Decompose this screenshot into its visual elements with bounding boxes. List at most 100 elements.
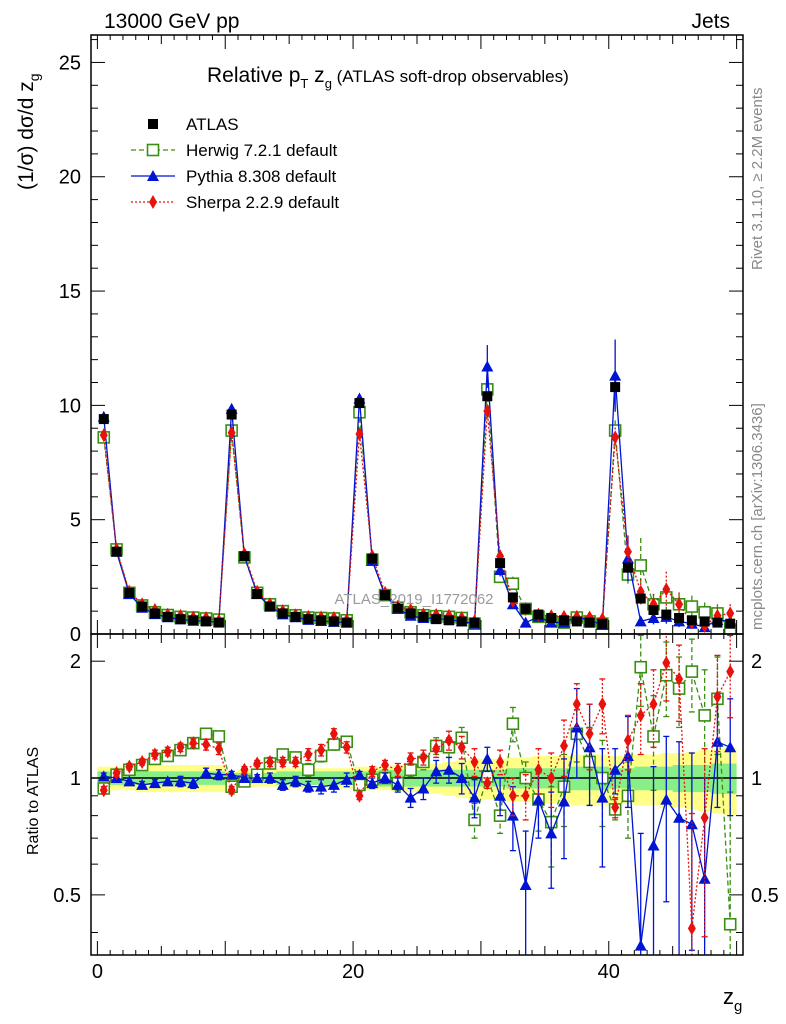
sherpa-ratio-point	[393, 762, 402, 777]
data-main-point	[546, 612, 557, 623]
plot-title-sub: T	[300, 76, 308, 91]
sherpa-ratio-point	[329, 726, 338, 741]
legend-marker-pythia	[147, 170, 159, 181]
data-main-point	[559, 615, 570, 626]
sherpa-ratio-point	[253, 756, 262, 771]
sherpa-ratio-point	[227, 783, 236, 798]
ratio-uncertainty-bands	[91, 747, 743, 816]
sherpa-ratio-point	[368, 764, 377, 779]
sherpa-main-point	[675, 597, 684, 612]
header-category: Jets	[691, 10, 730, 33]
pythia-ratio-point	[583, 741, 596, 753]
sherpa-ratio-point	[138, 754, 147, 769]
sherpa-ratio-point	[317, 743, 326, 758]
pythia-ratio-point	[187, 777, 200, 789]
pythia-ratio-point	[161, 775, 174, 787]
data-main-point	[533, 609, 544, 620]
x-axis-title-main: z	[723, 984, 734, 1009]
pythia-ratio-point	[558, 795, 571, 807]
y-tick-label: 20	[59, 167, 81, 189]
ratio-tick-label-right: 1	[751, 768, 762, 790]
sherpa-ratio-point	[457, 740, 466, 755]
pythia-ratio-point	[532, 793, 545, 805]
data-main-point	[188, 615, 199, 626]
data-main-point	[699, 616, 710, 627]
ratio-tick-label-right: 2	[751, 651, 762, 673]
pythia-main-point	[494, 563, 507, 575]
legend-marker-sherpa	[149, 195, 157, 209]
pythia-ratio-point	[148, 777, 161, 789]
pythia-main-point	[481, 360, 494, 372]
data-main-point	[380, 590, 391, 601]
data-main-point	[661, 609, 672, 620]
sherpa-ratio-point	[381, 758, 390, 773]
pythia-ratio-point	[327, 778, 340, 790]
sherpa-ratio-point	[125, 759, 134, 774]
data-main-point	[405, 608, 416, 619]
pythia-ratio-point	[391, 778, 404, 790]
data-main-point	[111, 546, 122, 557]
plot-title-mid: z	[308, 64, 324, 87]
data-main-point	[367, 553, 378, 564]
pythia-ratio-point	[647, 839, 660, 851]
data-main-point	[201, 616, 212, 627]
data-main-point	[443, 615, 454, 626]
pythia-ratio-point	[481, 752, 494, 764]
plot-title-main: Relative p	[207, 64, 300, 87]
pythia-main-point	[519, 616, 532, 628]
herwig-ratio-point	[647, 730, 660, 743]
mcplots-label: mcplots.cern.ch [arXiv:1306.3436]	[749, 403, 766, 630]
pythia-ratio-point	[123, 775, 136, 787]
herwig-ratio-point	[659, 668, 673, 682]
data-main-point	[610, 382, 621, 393]
herwig-main-point	[685, 600, 699, 613]
sherpa-ratio-point	[483, 776, 492, 791]
sherpa-ratio-point	[547, 771, 556, 786]
pythia-ratio-point	[225, 768, 238, 780]
sherpa-ratio-point	[265, 754, 274, 769]
sherpa-main-point	[483, 404, 492, 419]
sherpa-ratio-point	[291, 754, 300, 769]
axes: 0 20 40 0 5 10 15 20 25 0.5 0.5 1 1 2 2	[53, 34, 779, 983]
data-main-point	[213, 617, 224, 628]
sherpa-ratio-point	[355, 788, 364, 803]
ratio-panel-marks	[97, 634, 737, 955]
sherpa-ratio-point	[585, 726, 594, 741]
sherpa-ratio-point	[700, 810, 709, 825]
herwig-ratio-point	[634, 660, 648, 674]
legend-label-pythia: Pythia 8.308 default	[186, 167, 337, 186]
pythia-ratio-point	[302, 780, 315, 792]
sherpa-main-point	[355, 426, 364, 441]
pythia-ratio-point	[724, 741, 737, 753]
sherpa-ratio-point	[163, 744, 172, 759]
pythia-ratio-point	[212, 768, 225, 780]
ratio-tick-label-left: 1	[70, 768, 81, 790]
pythia-ratio-point	[417, 782, 430, 794]
data-main-point	[303, 614, 314, 625]
pythia-ratio-point	[353, 768, 366, 780]
sherpa-ratio-point	[176, 740, 185, 755]
pythia-ratio-point	[545, 827, 558, 839]
data-main-point	[354, 398, 365, 409]
legend-marker-herwig	[146, 143, 160, 157]
pythia-main-line	[103, 366, 731, 628]
y-tick-label: 25	[59, 52, 81, 74]
data-main-point	[239, 551, 250, 562]
pythia-ratio-point	[442, 763, 455, 775]
data-main-point	[495, 558, 506, 569]
pythia-main-point	[634, 615, 647, 627]
pythia-ratio-point	[609, 763, 622, 775]
data-main-point	[597, 618, 608, 629]
data-main-point	[712, 617, 723, 628]
x-tick-label: 20	[342, 961, 364, 983]
data-main-point	[328, 616, 339, 627]
sherpa-ratio-point	[470, 754, 479, 769]
sherpa-ratio-point	[560, 738, 569, 753]
sherpa-ratio-point	[342, 740, 351, 755]
data-main-point	[674, 612, 685, 623]
plot-title-suffix: (ATLAS soft-drop observables)	[332, 67, 569, 86]
sherpa-main-point	[227, 425, 236, 440]
y-tick-label: 0	[70, 624, 81, 646]
sherpa-ratio-point	[432, 741, 441, 756]
